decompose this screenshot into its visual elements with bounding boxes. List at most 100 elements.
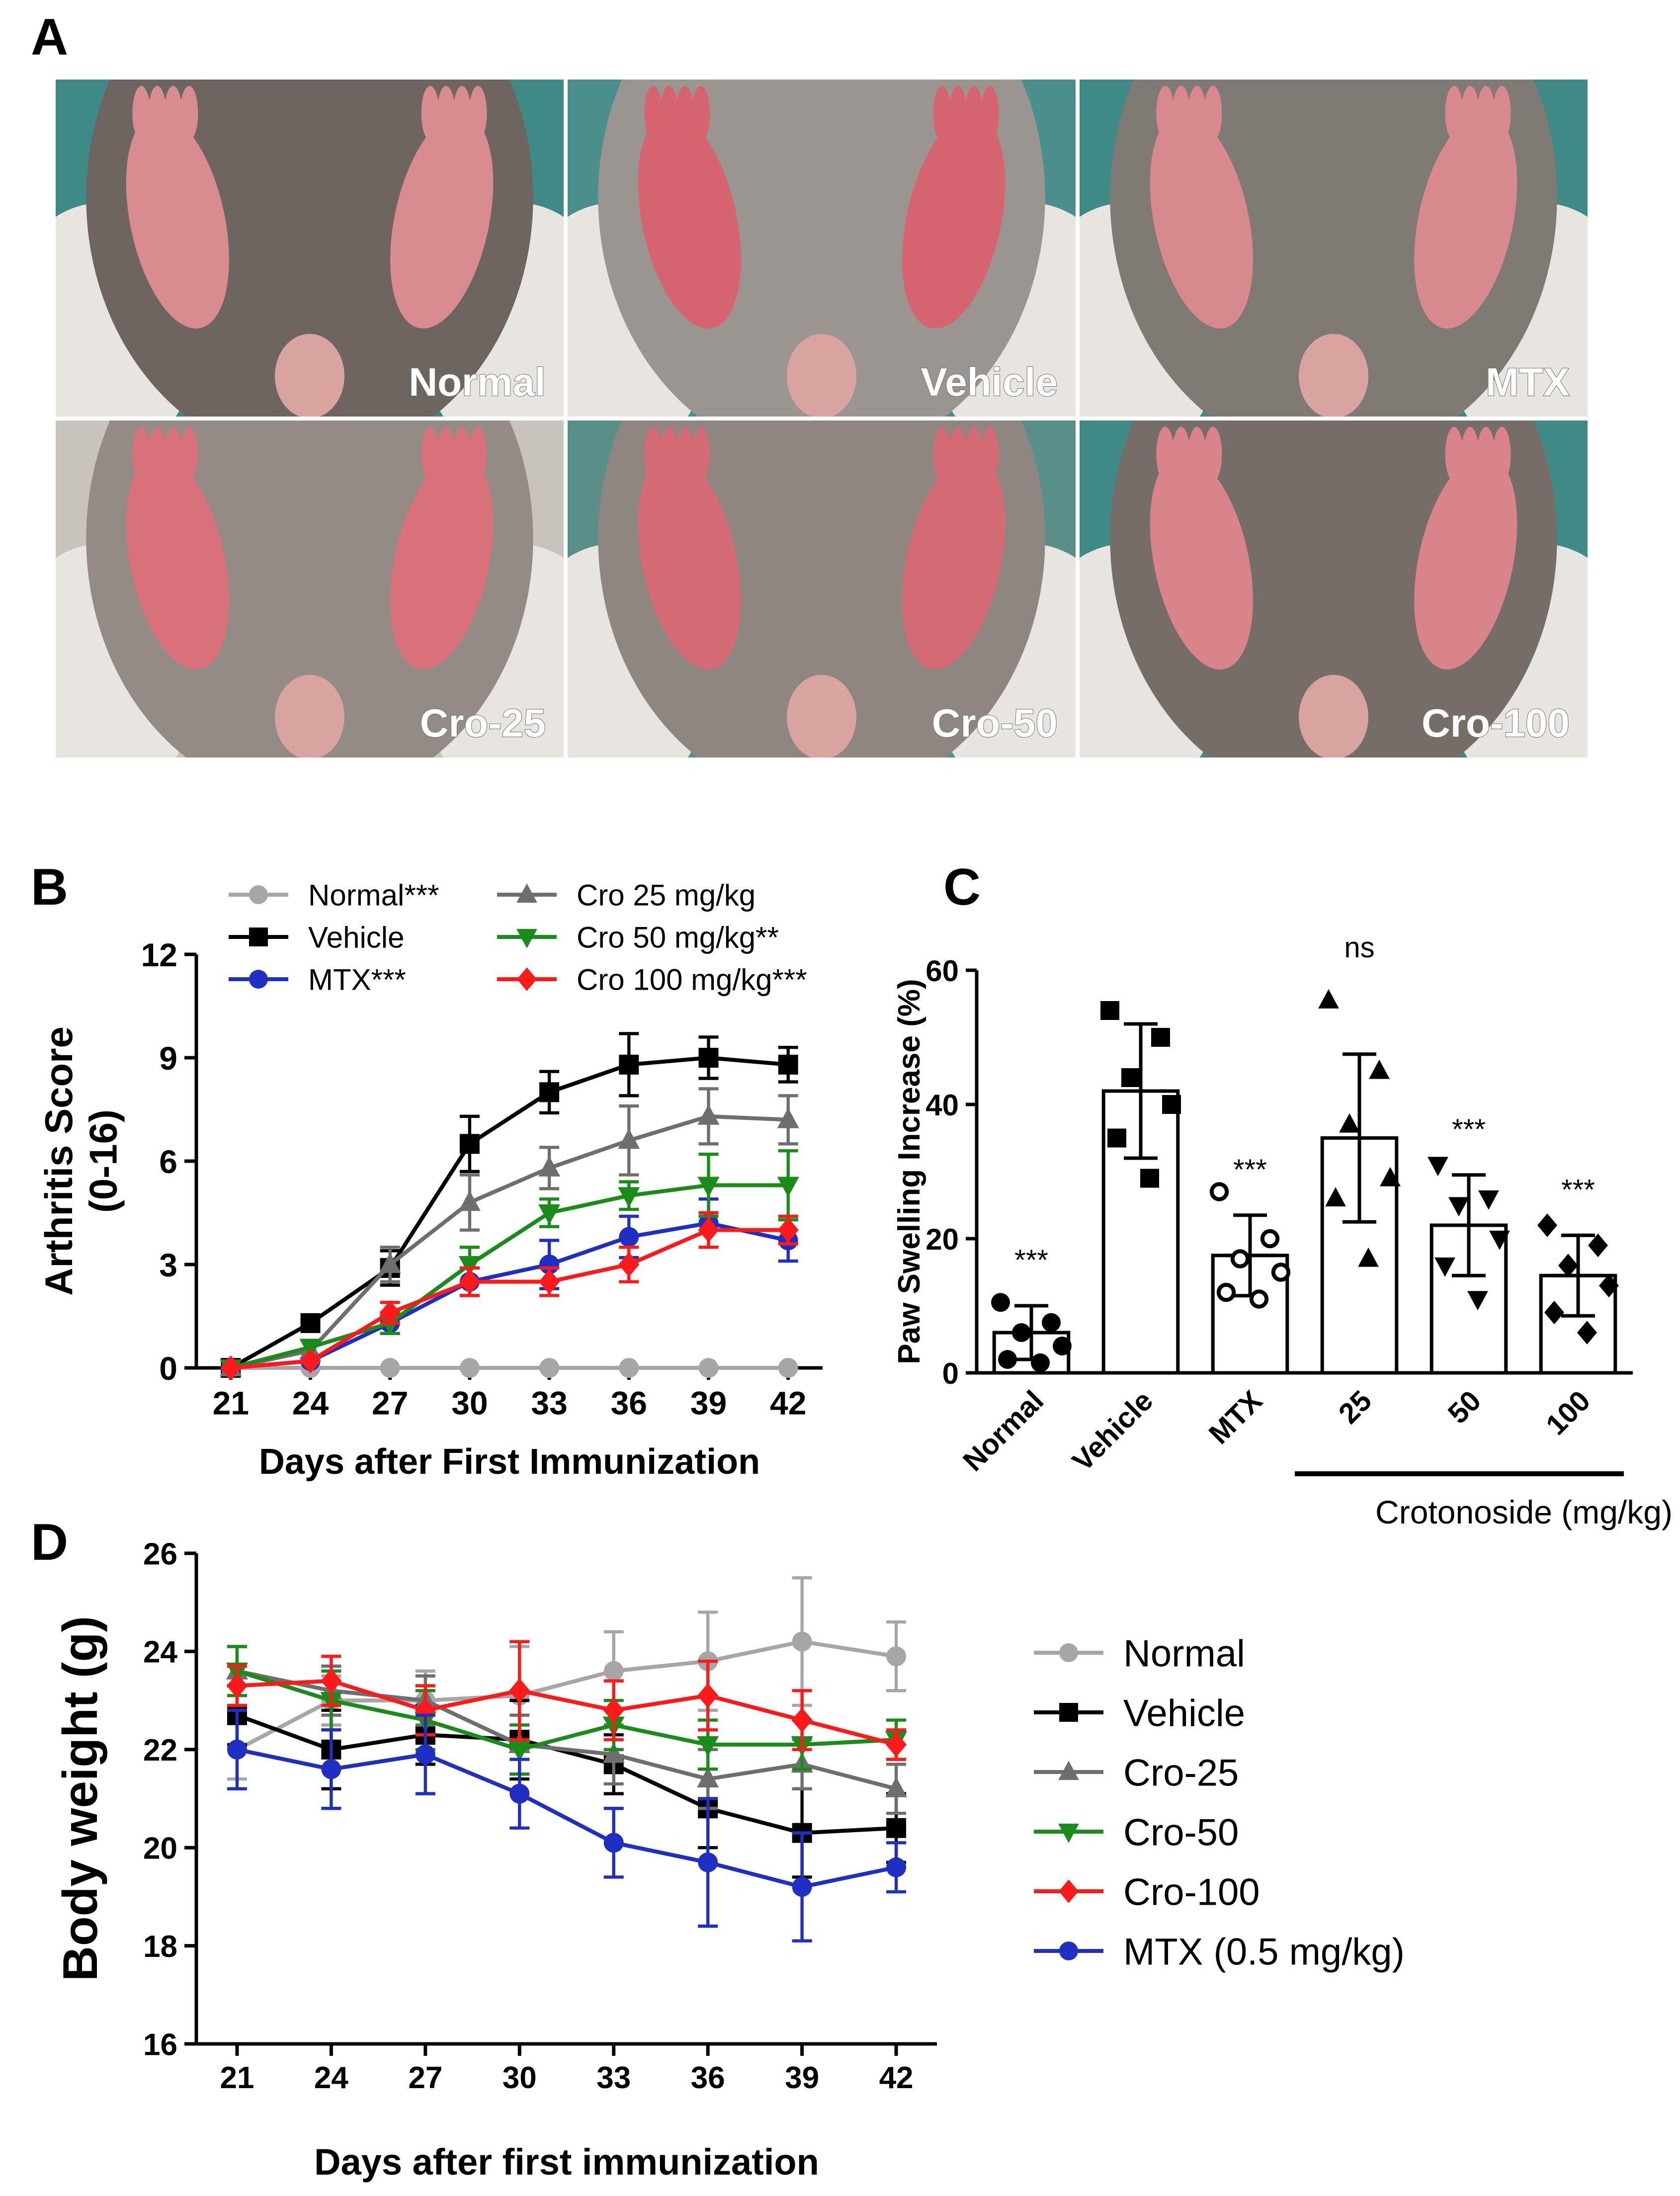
series-line [236,1669,897,1752]
toe [1477,85,1495,141]
left-paw [638,454,741,670]
y-tick-label: 18 [143,1930,177,1964]
toe [437,85,455,141]
right-paw [390,113,494,329]
individual-point [1380,1167,1401,1186]
tail-base [787,334,856,417]
legend: Normal Vehicle Cro-25 Cro-50 Cro-100 MTX (0.5… [1034,1632,1405,1973]
legend-label: Cro-100 [1123,1871,1260,1913]
toe [1188,426,1206,482]
toe [132,426,151,482]
individual-point [1599,1273,1619,1298]
individual-point [998,1350,1017,1369]
series-cro-100-mg-kg- [220,1211,799,1380]
toe [933,85,951,141]
data-point [459,1358,480,1378]
photo-grid: Normal Vehicle MTX Cro-25 Cro-50 Cro-100 [56,80,1588,758]
data-point [538,1156,561,1177]
data-point [300,1349,321,1374]
legend-label: Cro 50 mg/kg** [577,921,779,954]
data-point [698,1217,719,1243]
y-tick-label: 3 [159,1247,177,1283]
photo-label: Cro-50 [932,701,1058,745]
toe [1188,85,1206,141]
data-point [698,1852,718,1872]
panel-c-paw-swelling-chart: C 0 20 40 60 *** Normal Vehicle *** MTX ns 25 *** 50… [892,858,1673,1530]
legend-item: Vehicle [229,921,404,954]
data-point [459,1134,480,1154]
legend-label: Cro 25 mg/kg [577,879,756,912]
photo-normal: Normal [56,80,564,417]
legend-label: Cro-25 [1123,1752,1239,1794]
y-tick-label: 60 [925,954,959,988]
data-point [618,1252,640,1277]
data-point [778,1358,798,1378]
toe [981,85,999,141]
individual-point [1318,989,1339,1009]
category-label: Normal [957,1384,1050,1477]
data-point [539,1082,560,1102]
legend-item: Cro-50 [1034,1811,1239,1854]
category-label: 25 [1333,1384,1378,1430]
legend-item: Normal*** [229,879,439,912]
significance-label: *** [1014,1244,1048,1276]
individual-point [1230,1249,1250,1268]
toe [164,85,182,141]
data-point [618,1128,640,1149]
right-paw [902,454,1006,670]
data-point [698,1358,719,1378]
y-tick-label: 12 [141,936,177,973]
data-point [509,1783,530,1804]
legend-label: Normal*** [308,879,439,912]
panel-d-letter: D [31,1514,68,1571]
individual-point [1249,1289,1269,1309]
series-line [237,1669,897,1791]
significance-label: *** [1233,1154,1267,1186]
individual-point [1042,1313,1061,1332]
tail-base [1299,334,1368,417]
category-label: 50 [1442,1384,1488,1430]
series-line [230,1055,789,1370]
individual-point [1031,1353,1050,1372]
individual-point [1162,1095,1181,1114]
left-paw [638,113,741,329]
toe [148,426,167,482]
individual-point [1467,1291,1488,1311]
left-paw [126,454,229,670]
toe [949,426,967,482]
individual-point [1537,1213,1557,1237]
data-point [697,1736,719,1757]
x-tick-label: 30 [451,1384,488,1421]
photo-vehicle: Vehicle [568,80,1076,417]
legend-label: MTX (0.5 mg/kg) [1123,1931,1405,1973]
legend-item: Cro-25 [1034,1752,1239,1794]
chart-d-plot: 16 18 20 22 24 26 21 24 27 30 33 36 39 42 Days after f… [53,1537,1405,2183]
significance-label: *** [1452,1113,1486,1146]
tail-base [275,675,344,758]
legend-marker [249,928,268,946]
data-point [886,1732,907,1757]
x-tick-label: 33 [531,1384,567,1421]
individual-point [1544,1300,1564,1325]
toe [949,85,967,141]
toe [933,426,951,482]
series-line [230,1228,788,1370]
legend-marker [1059,1879,1079,1903]
y-axis-title: Arthritis Score [37,1026,81,1296]
y-tick-label: 9 [159,1040,177,1077]
toe [965,85,983,141]
data-point [792,1631,812,1652]
photo-label: Vehicle [921,360,1058,404]
legend-marker [516,929,537,948]
data-point [459,1269,480,1294]
panel-a-letter: A [31,8,68,66]
series-line [237,1747,897,1889]
individual-point [1358,1247,1379,1267]
legend-item: Cro 100 mg/kg*** [497,963,807,997]
photo-label: Normal [409,360,546,404]
legend-marker [249,885,268,904]
data-point [885,1776,908,1797]
bar-group-normal: *** Normal [957,1244,1072,1477]
data-point [886,1646,907,1667]
data-point [618,1187,640,1208]
